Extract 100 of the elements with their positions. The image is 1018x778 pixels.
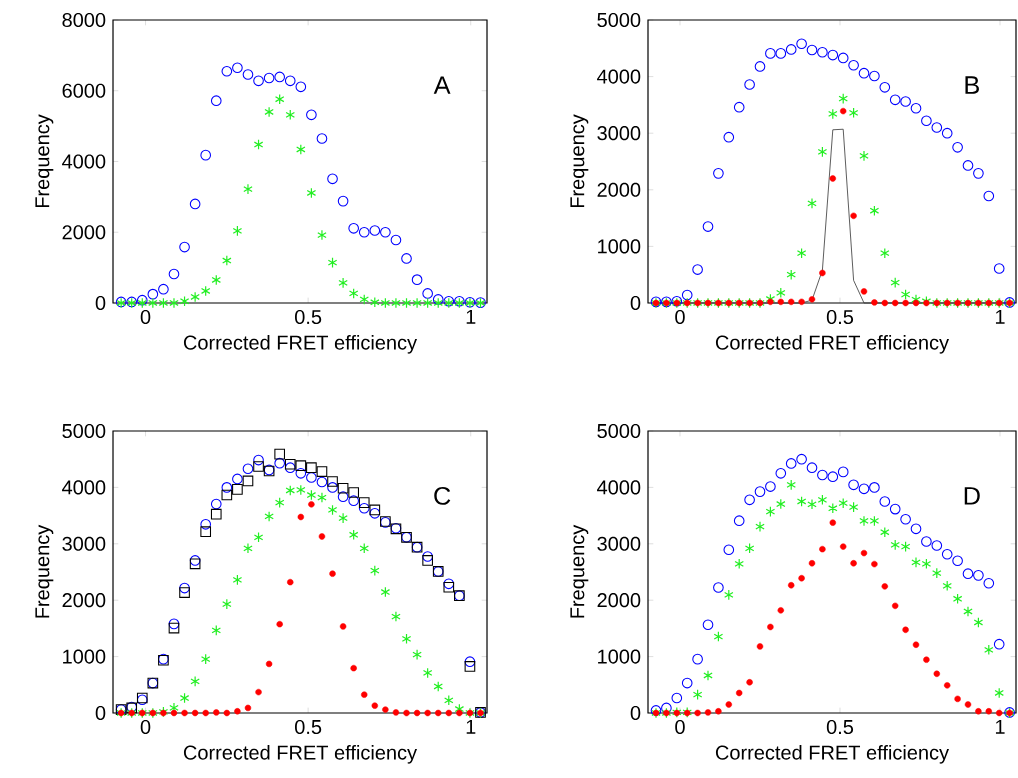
point (296, 144, 306, 155)
point (221, 482, 233, 493)
point (317, 229, 327, 241)
point (776, 498, 786, 510)
point (369, 225, 381, 236)
point (285, 109, 295, 121)
point (369, 504, 381, 516)
point (910, 523, 922, 535)
point (900, 541, 911, 553)
point (306, 462, 317, 473)
point (264, 106, 274, 118)
point (733, 101, 745, 113)
y-tick-label: 0 (630, 705, 641, 721)
point (892, 299, 899, 307)
point (723, 131, 735, 143)
point (264, 511, 274, 522)
point (808, 296, 816, 303)
point (306, 489, 317, 501)
point (179, 587, 190, 598)
point (703, 670, 713, 681)
point (169, 297, 179, 309)
point (401, 253, 412, 264)
point (869, 515, 880, 527)
point (244, 704, 252, 712)
point (297, 513, 305, 521)
point (827, 471, 839, 483)
point (869, 482, 880, 493)
y-tick-label: 3000 (62, 536, 106, 551)
point (337, 491, 349, 503)
point (941, 548, 953, 560)
point (692, 689, 703, 701)
point (910, 102, 922, 114)
point (871, 299, 878, 306)
point (242, 69, 254, 80)
x-tick-label: 1 (995, 719, 1005, 734)
point (973, 617, 984, 628)
point (403, 709, 410, 717)
point (422, 297, 433, 309)
y-tick-label: 6000 (62, 83, 106, 98)
point (316, 476, 328, 488)
point (911, 557, 921, 568)
point (848, 501, 859, 513)
point (921, 295, 932, 307)
point (713, 582, 724, 593)
point (921, 558, 932, 570)
point (921, 115, 932, 127)
point (253, 454, 264, 466)
y-tick-label: 5000 (62, 423, 106, 439)
y-axis-title: Frequency (35, 524, 54, 618)
point (817, 469, 828, 481)
point (327, 173, 338, 185)
point (274, 93, 285, 105)
y-tick-label: 0 (95, 295, 106, 311)
point (327, 476, 338, 487)
point (433, 681, 443, 692)
point (931, 122, 943, 133)
point (253, 461, 264, 472)
point (253, 531, 264, 543)
point (840, 543, 847, 550)
point (179, 582, 190, 594)
x-tick-label: 1 (466, 719, 476, 734)
point (411, 274, 423, 285)
point (232, 62, 243, 74)
point (848, 107, 859, 119)
point (869, 70, 880, 82)
point (359, 294, 369, 305)
point (327, 257, 338, 269)
point (179, 241, 190, 253)
point (881, 299, 888, 307)
point (338, 277, 348, 289)
point (754, 61, 766, 72)
point (746, 679, 753, 686)
point (168, 622, 180, 634)
point (221, 65, 233, 77)
point (817, 46, 828, 58)
point (962, 160, 974, 171)
point (892, 602, 899, 610)
point (158, 297, 169, 309)
point (900, 513, 911, 525)
point (213, 709, 220, 716)
x-tick-label: 0.5 (295, 309, 322, 325)
point (984, 644, 994, 656)
point (744, 494, 755, 506)
annotation: A (433, 76, 451, 94)
point (880, 247, 890, 259)
x-tick-label: 1 (995, 309, 1005, 324)
point (796, 38, 807, 50)
point (993, 638, 1005, 650)
point (837, 52, 849, 64)
annotation: C (434, 486, 451, 505)
point (671, 692, 683, 704)
point (444, 694, 454, 706)
point (944, 682, 951, 689)
point (983, 577, 995, 589)
point (348, 288, 359, 299)
point (318, 533, 326, 540)
x-tick-label: 0 (675, 719, 685, 735)
point (993, 263, 1005, 274)
point (807, 197, 817, 209)
point (808, 560, 816, 567)
